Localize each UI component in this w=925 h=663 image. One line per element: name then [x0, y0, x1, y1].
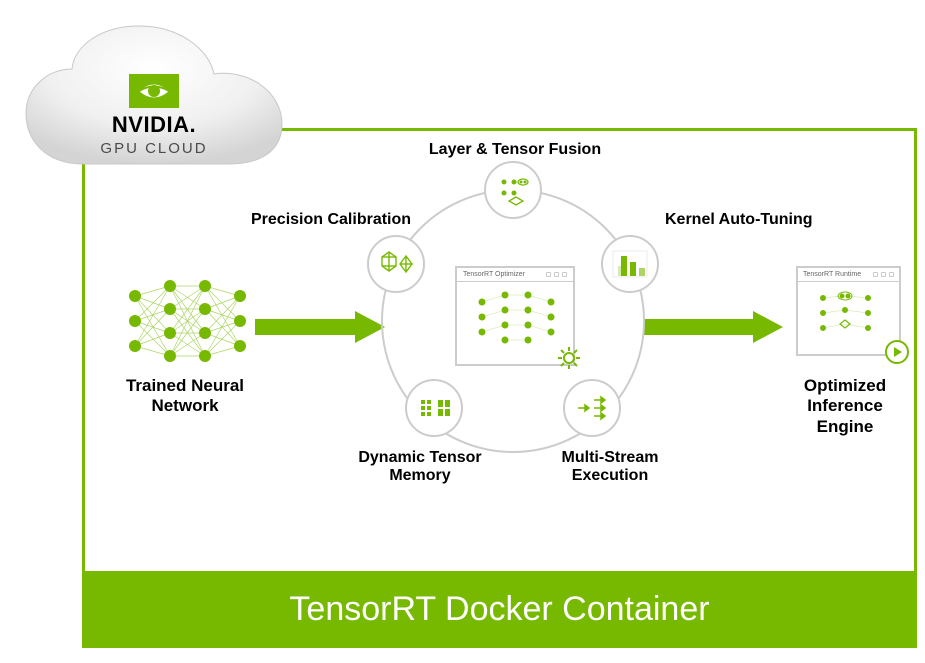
- arrow-right-icon: [255, 311, 385, 343]
- container-title-text: TensorRT Docker Container: [289, 590, 709, 629]
- label-dynamic-tensor-memory: Dynamic Tensor Memory: [345, 449, 495, 486]
- gear-icon: [555, 344, 583, 372]
- nvidia-logo: [129, 74, 179, 108]
- window-title-text: TensorRT Runtime: [803, 271, 861, 278]
- arrow-right-icon: [643, 311, 783, 343]
- input-label: Trained Neural Network: [110, 376, 260, 417]
- diagram-area: Trained Neural Network TensorRT Optimize…: [85, 131, 914, 571]
- window-title-text: TensorRT Optimizer: [463, 271, 525, 278]
- container-title-bar: TensorRT Docker Container: [85, 571, 914, 648]
- label-precision-calibration: Precision Calibration: [251, 211, 431, 229]
- label-layer-tensor-fusion: Layer & Tensor Fusion: [425, 141, 605, 159]
- label-kernel-auto-tuning: Kernel Auto-Tuning: [665, 211, 845, 229]
- cloud-subtitle: GPU CLOUD: [14, 140, 294, 157]
- neural-network-icon: [120, 276, 250, 366]
- nvidia-brand-text: NVIDIA.: [14, 112, 294, 138]
- node-multi-stream-execution: [563, 379, 621, 437]
- node-kernel-auto-tuning: [601, 235, 659, 293]
- output-label: Optimized Inference Engine: [780, 376, 910, 437]
- cloud-badge: NVIDIA. GPU CLOUD: [14, 14, 294, 186]
- window-titlebar: TensorRT Runtime: [798, 268, 899, 282]
- bars-icon: [610, 244, 650, 284]
- streams-icon: [572, 388, 612, 428]
- nvidia-eye-icon: [129, 74, 179, 108]
- window-controls-icon: [873, 272, 894, 277]
- node-precision-calibration: [367, 235, 425, 293]
- node-layer-tensor-fusion: [484, 161, 542, 219]
- container-box: Trained Neural Network TensorRT Optimize…: [82, 128, 917, 648]
- polyhedra-icon: [376, 244, 416, 284]
- label-multi-stream-execution: Multi-Stream Execution: [535, 449, 685, 486]
- window-titlebar: TensorRT Optimizer: [457, 268, 573, 282]
- window-controls-icon: [546, 272, 567, 277]
- optimizer-net-icon: [457, 282, 573, 352]
- runtime-window: TensorRT Runtime: [796, 266, 901, 356]
- fusion-icon: [494, 171, 532, 209]
- optimizer-window: TensorRT Optimizer: [455, 266, 575, 366]
- runtime-net-icon: [798, 282, 899, 344]
- node-dynamic-tensor-memory: [405, 379, 463, 437]
- play-icon: [885, 340, 909, 364]
- grid-icon: [414, 388, 454, 428]
